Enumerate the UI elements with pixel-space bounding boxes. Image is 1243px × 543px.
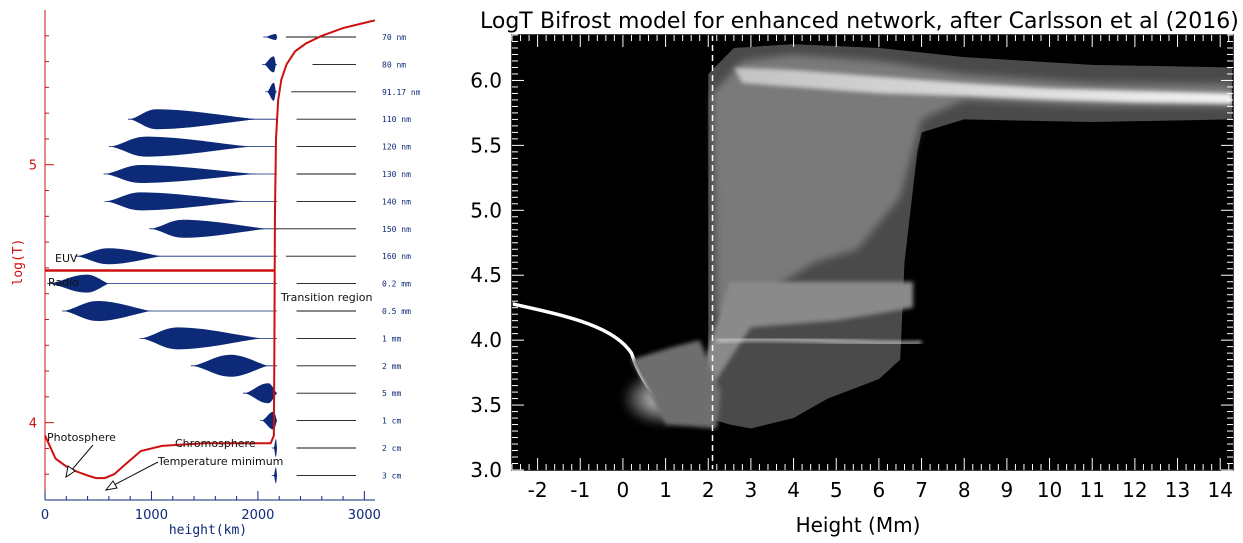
- right-chart-title: Bifrost model for enhanced network, afte…: [540, 9, 1239, 34]
- right-x-tick-label: -2: [528, 478, 548, 502]
- right-y-tick-label: 4.5: [470, 263, 502, 287]
- left-y-tick-label: 4: [29, 417, 37, 432]
- photosphere-label: Photosphere: [47, 431, 116, 444]
- right-x-tick-label: 9: [1001, 478, 1014, 502]
- radio-label: Radio: [48, 276, 79, 289]
- right-y-tick-label: 5.0: [470, 198, 502, 222]
- wavelength-label: 1 cm: [382, 417, 401, 426]
- chromosphere-label: Chromosphere: [175, 437, 256, 450]
- temperature-minimum-arrowhead: [104, 480, 118, 491]
- right-axes: -2 -1 0 1 2 3 4 5 6 7 8 9 10 11 12 13 143.03.54.04.55.05…: [470, 34, 1234, 502]
- right-chart-panel: LogT Bifrost model for enhanced network,…: [430, 0, 1243, 539]
- wavelength-label: 2 cm: [382, 444, 401, 453]
- left-x-axis-label: height(km): [169, 523, 247, 538]
- wavelength-label: 3 cm: [382, 471, 401, 480]
- right-y-tick-label: 3.5: [470, 393, 502, 417]
- temperature-curve-line: [44, 19, 376, 480]
- wavelength-label: 110 nm: [382, 115, 411, 124]
- right-x-tick-label: 6: [873, 478, 886, 502]
- reference-lines: [275, 36, 356, 476]
- left-y-tick-label: 5: [29, 159, 37, 174]
- right-x-tick-label: 7: [915, 478, 928, 502]
- right-y-tick-label: 4.0: [470, 328, 502, 352]
- heatmap-area: [512, 35, 1233, 470]
- wavelength-label: 80 nm: [382, 60, 406, 69]
- right-y-tick-label: 5.5: [470, 133, 502, 157]
- wavelength-label: 140 nm: [382, 197, 411, 206]
- wavelength-label: 5 mm: [382, 389, 401, 398]
- wavelength-label: 120 nm: [382, 143, 411, 152]
- right-y-tick-label: 3.0: [470, 458, 502, 482]
- photosphere-arrow: [69, 444, 94, 473]
- left-chart-panel: 4 5 0 1000 2000 3000 70 nm 80 nm 91.17 nm 110 nm…: [0, 0, 421, 539]
- right-x-tick-label: 8: [958, 478, 971, 502]
- wavelength-label: 2 mm: [382, 362, 401, 371]
- temperature-curve: [44, 19, 376, 480]
- chromospheric-streak: [716, 337, 922, 345]
- wavelength-labels: 70 nm 80 nm 91.17 nm 110 nm 120 nm 130 nm 140 …: [382, 33, 421, 480]
- right-y-tick-label: 6.0: [470, 68, 502, 92]
- heatmap-core: [712, 54, 1233, 315]
- right-x-axis-label: Height (Mm): [796, 513, 921, 537]
- right-x-tick-label: 14: [1207, 478, 1232, 502]
- left-x-tick-label: 2000: [241, 508, 274, 523]
- right-x-tick-label: 11: [1079, 478, 1104, 502]
- right-plot-frame: [511, 34, 1234, 471]
- wavelength-label: 160 nm: [382, 252, 411, 261]
- euv-label: EUV: [55, 252, 78, 265]
- wavelength-label: 130 nm: [382, 170, 411, 179]
- transition-region-label: Transition region: [280, 291, 373, 304]
- temperature-minimum-arrow: [111, 461, 159, 487]
- lower-chromosphere: [631, 340, 722, 429]
- right-x-tick-label: 1: [659, 478, 672, 502]
- wavelength-label: 150 nm: [382, 225, 411, 234]
- left-x-tick-label: 3000: [348, 508, 381, 523]
- right-x-tick-label: 3: [745, 478, 758, 502]
- right-x-tick-label: 5: [830, 478, 843, 502]
- photosphere-arrowhead: [65, 465, 76, 479]
- left-chart-svg: 4 5 0 1000 2000 3000 70 nm 80 nm 91.17 nm 110 nm…: [11, 10, 421, 538]
- right-x-tick-label: 13: [1165, 478, 1190, 502]
- wavelength-label: 91.17 nm: [382, 88, 420, 97]
- left-axes: 4 5 0 1000 2000 3000: [29, 10, 381, 523]
- contribution-functions: [47, 34, 278, 484]
- wavelength-label: 0.2 mm: [382, 280, 411, 289]
- left-y-axis-label: log(T): [11, 239, 26, 286]
- right-y-axis-label: LogT: [480, 9, 533, 34]
- wavelength-label: 70 nm: [382, 33, 406, 42]
- wavelength-label: 1 mm: [382, 334, 401, 343]
- left-x-tick-label: 1000: [135, 508, 168, 523]
- wavelength-label: 0.5 mm: [382, 307, 411, 316]
- right-x-tick-label: 12: [1122, 478, 1147, 502]
- right-x-tick-label: 2: [702, 478, 715, 502]
- right-x-tick-label: -1: [570, 478, 590, 502]
- coronal-band: [733, 67, 1233, 104]
- chromospheric-band: [686, 281, 914, 419]
- right-x-tick-label: 10: [1037, 478, 1062, 502]
- right-x-tick-label: 4: [787, 478, 800, 502]
- left-x-tick-label: 0: [41, 508, 49, 523]
- right-chart-svg: LogT Bifrost model for enhanced network,…: [470, 9, 1239, 537]
- annotations: EUV Radio Transition region Photosphere Chro…: [47, 252, 373, 491]
- temperature-minimum-label: Temperature minimum: [157, 455, 283, 468]
- right-x-tick-label: 0: [617, 478, 630, 502]
